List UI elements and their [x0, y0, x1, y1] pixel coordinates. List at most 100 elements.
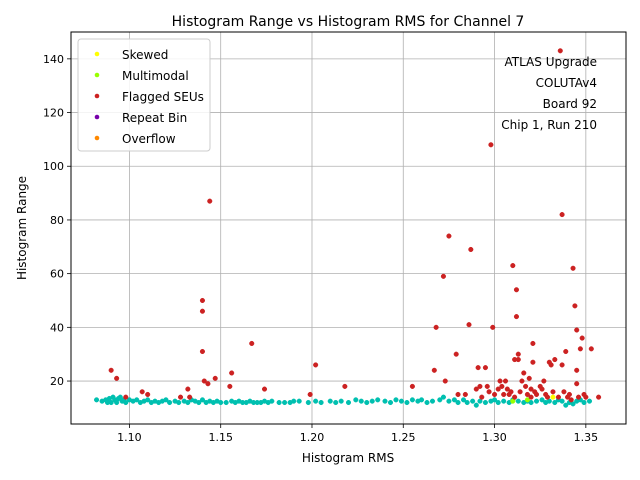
point-normal	[375, 397, 381, 403]
x-tick-label: 1.10	[117, 431, 142, 444]
point-normal	[364, 399, 370, 406]
point-normal	[167, 399, 173, 406]
point-normal	[515, 398, 521, 404]
point-flagged-seus	[477, 383, 483, 389]
point-normal	[123, 399, 129, 406]
point-flagged-seus	[442, 378, 448, 384]
point-flagged-seus	[515, 357, 521, 363]
point-flagged-seus	[501, 391, 507, 398]
point-flagged-seus	[479, 394, 485, 400]
point-flagged-seus	[588, 346, 594, 352]
point-normal	[470, 398, 476, 404]
point-flagged-seus	[541, 378, 547, 384]
point-flagged-seus	[409, 383, 415, 389]
point-normal	[451, 397, 457, 403]
point-flagged-seus	[207, 198, 213, 204]
point-normal	[429, 398, 436, 404]
legend-box	[77, 38, 211, 152]
y-axis-label: Histogram Range	[15, 176, 29, 280]
point-flagged-seus	[566, 391, 572, 398]
point-normal	[196, 399, 202, 406]
point-normal	[501, 398, 507, 404]
x-tick-label: 1.15	[208, 431, 233, 444]
point-normal	[305, 399, 311, 406]
point-flagged-seus	[559, 212, 565, 218]
legend-marker-repeat-bin	[94, 114, 100, 120]
point-normal	[418, 397, 425, 403]
point-normal	[464, 399, 470, 406]
point-flagged-seus	[555, 394, 562, 400]
point-normal	[134, 397, 140, 403]
point-normal	[94, 397, 100, 403]
point-flagged-seus	[574, 327, 580, 333]
point-normal	[455, 399, 461, 406]
point-normal	[276, 399, 282, 406]
point-flagged-seus	[512, 394, 518, 400]
point-normal	[440, 394, 446, 400]
point-flagged-seus	[475, 365, 481, 371]
point-flagged-seus	[455, 391, 461, 398]
point-flagged-seus	[486, 389, 492, 395]
point-flagged-seus	[526, 375, 532, 381]
legend-label-overflow: Overflow	[122, 132, 176, 146]
point-flagged-seus	[205, 381, 211, 387]
point-normal	[539, 397, 545, 403]
point-flagged-seus	[114, 375, 120, 381]
point-flagged-seus	[307, 391, 313, 398]
annotation-line-2: COLUTAv4	[536, 76, 597, 90]
point-flagged-seus	[557, 48, 563, 54]
annotation-line-3: Board 92	[543, 97, 597, 111]
point-flagged-seus	[513, 314, 520, 320]
legend-label-skewed: Skewed	[122, 48, 168, 62]
point-normal	[387, 399, 394, 406]
point-normal	[393, 397, 399, 403]
grid	[71, 32, 626, 424]
point-flagged-seus	[462, 391, 468, 398]
legend: Skewed Multimodal Flagged SEUs Repeat Bi…	[77, 38, 211, 152]
point-skewed	[550, 394, 556, 400]
point-flagged-seus	[574, 381, 580, 387]
series-skewed	[550, 394, 556, 400]
point-normal	[185, 399, 191, 406]
point-normal	[358, 398, 364, 404]
point-normal	[338, 398, 344, 404]
point-normal	[327, 398, 333, 404]
y-axis: 20 40 60 80 100 120 140	[43, 53, 71, 388]
point-flagged-seus	[499, 383, 505, 389]
point-flagged-seus	[559, 362, 565, 368]
point-normal	[269, 398, 275, 404]
point-flagged-seus	[583, 394, 589, 400]
point-flagged-seus	[596, 394, 602, 400]
point-flagged-seus	[552, 357, 558, 363]
annotation-line-4: Chip 1, Run 210	[501, 118, 597, 132]
point-flagged-seus	[482, 365, 488, 371]
point-flagged-seus	[468, 246, 474, 253]
point-flagged-seus	[523, 383, 529, 389]
point-flagged-seus	[473, 386, 479, 392]
point-flagged-seus	[145, 391, 151, 398]
point-flagged-seus	[313, 362, 319, 368]
annotation-line-1: ATLAS Upgrade	[504, 55, 597, 69]
y-tick-label: 140	[43, 53, 64, 66]
legend-label-multimodal: Multimodal	[122, 69, 189, 83]
point-normal	[533, 398, 540, 404]
point-flagged-seus	[513, 287, 520, 293]
annotation: ATLAS Upgrade COLUTAv4 Board 92 Chip 1, …	[501, 55, 597, 132]
point-flagged-seus	[528, 386, 534, 392]
point-normal	[199, 397, 205, 403]
point-flagged-seus	[510, 263, 516, 269]
point-normal	[296, 398, 302, 404]
point-flagged-seus	[504, 386, 510, 392]
point-flagged-seus	[570, 265, 576, 271]
legend-marker-skewed	[94, 51, 100, 57]
point-flagged-seus	[440, 273, 446, 279]
point-normal	[528, 399, 534, 406]
legend-marker-overflow	[94, 135, 100, 141]
point-flagged-seus	[229, 370, 235, 376]
point-flagged-seus	[539, 386, 545, 392]
point-normal	[398, 398, 404, 404]
point-flagged-seus	[199, 297, 205, 304]
point-flagged-seus	[177, 394, 184, 400]
point-normal	[345, 399, 352, 406]
